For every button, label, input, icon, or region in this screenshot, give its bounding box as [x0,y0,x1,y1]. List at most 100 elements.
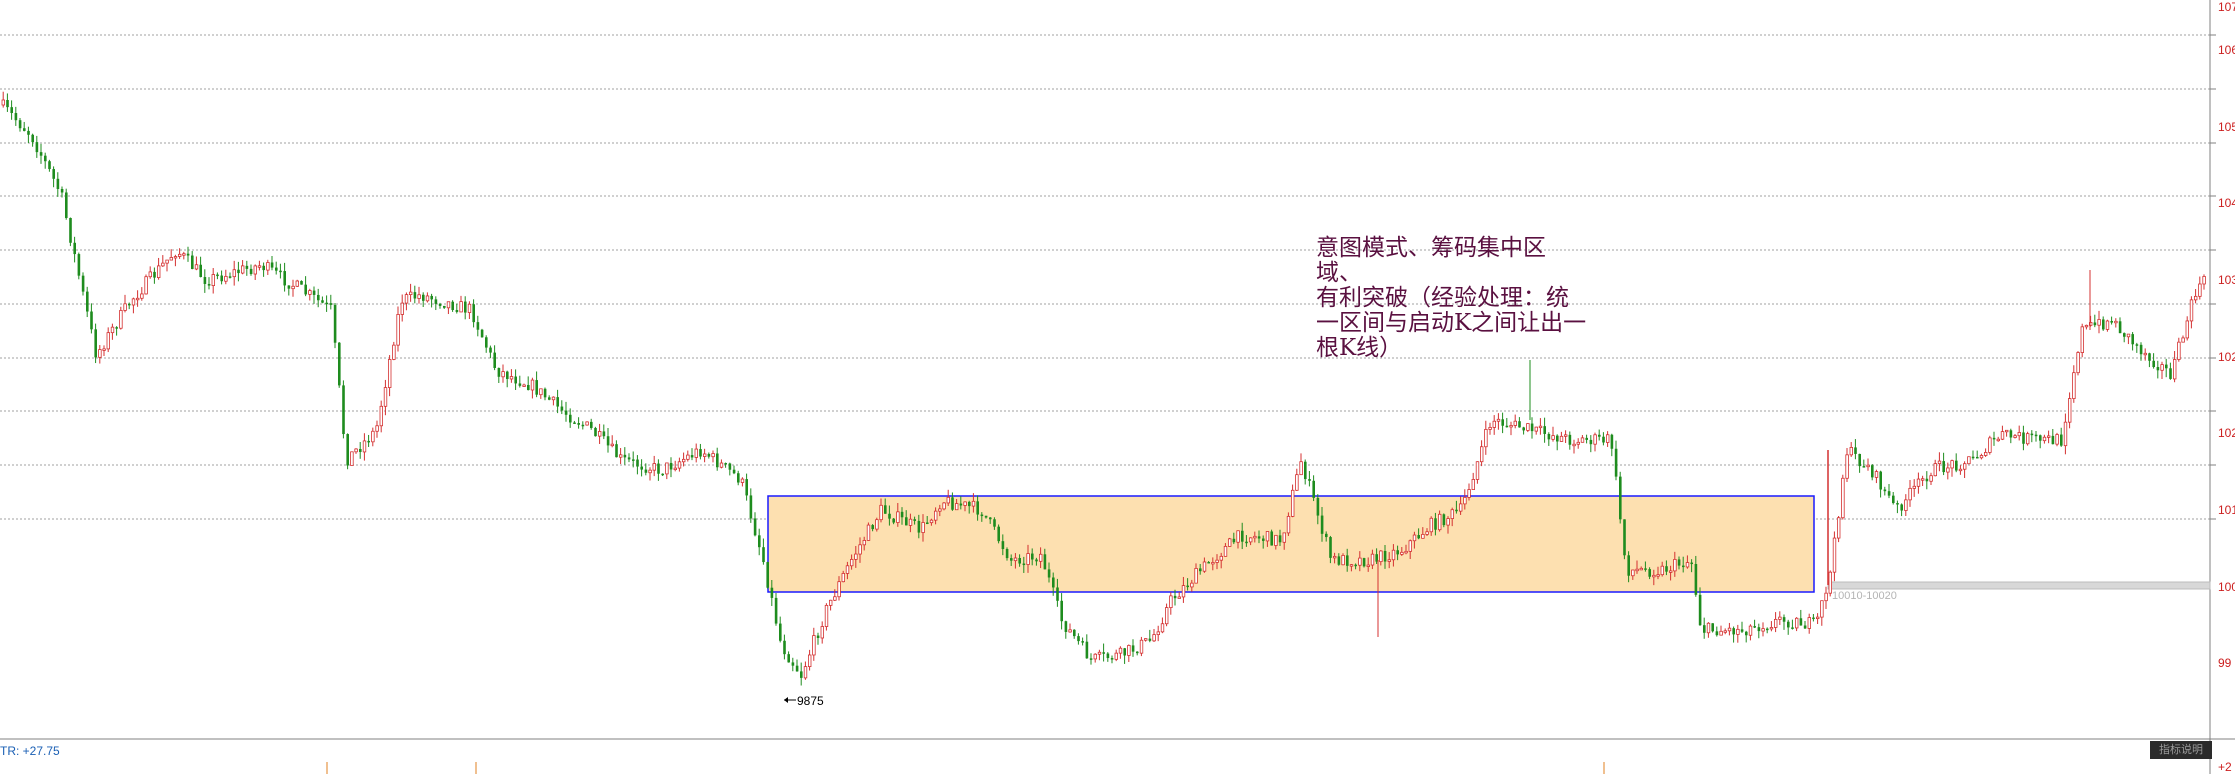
candle-body [1173,595,1177,599]
candle-body [1097,651,1102,655]
candle-body [2026,433,2030,445]
candle-body [1509,425,1513,428]
candle-body [2005,429,2009,433]
candle-body [590,421,593,428]
candle-body [1056,587,1059,601]
candle-body [1795,617,1799,629]
candle-body [1391,549,1396,561]
candle-body [140,293,144,299]
candle-body [161,262,165,267]
candle-body [2198,283,2202,297]
candle-body [270,262,274,268]
candle-body [791,662,795,666]
candle-body [2156,367,2160,371]
candle-body [2034,434,2038,437]
candle-body [177,253,182,257]
candle-body [2118,321,2122,334]
candle-body [346,434,349,466]
candle-body [795,665,799,672]
candle-body [194,264,199,270]
candle-body [1883,489,1887,492]
candle-body [1955,460,1958,471]
candle-body [387,359,392,388]
candle-body [758,535,761,548]
candle-body [1732,628,1735,635]
candle-body [623,454,627,458]
y-sub-tick-label: +2 [2218,760,2232,774]
candle-body [249,268,253,275]
candle-body [577,423,580,425]
candle-body [1165,607,1169,625]
candle-body [1236,530,1240,543]
candle-body [2123,333,2126,337]
candle-body [148,271,152,278]
candle-body [135,297,140,301]
candle-body [404,294,409,304]
candle-body [1404,550,1408,554]
candle-body [144,276,148,295]
candle-body [803,666,808,679]
candle-body [1362,558,1366,567]
candle-body [594,427,597,437]
candle-body [1656,574,1660,577]
candle-body [1807,617,1811,629]
candle-body [1610,434,1614,449]
candle-body [48,161,51,170]
candle-body [1589,439,1593,445]
candle-body [993,519,996,527]
candle-body [749,495,753,519]
candle-body [1346,555,1349,566]
candle-body [719,462,724,468]
candle-body [1753,626,1756,628]
candle-body [833,596,837,601]
candle-body [413,292,417,299]
indicator-help-button[interactable]: 指标说明 [2150,741,2212,759]
candle-body [211,274,215,286]
candle-body [636,459,639,467]
candle-body [1341,555,1345,566]
candle-body [480,329,484,338]
candle-body [1832,537,1837,573]
candle-body [304,284,307,295]
candle-body [182,253,186,256]
candle-body [556,397,559,407]
candle-body [396,314,400,346]
candle-body [325,302,328,305]
candle-body [2067,398,2072,423]
indicator-value-label: TR: +27.75 [0,744,60,758]
candle-body [1879,471,1882,490]
candle-body [1854,447,1857,454]
candle-body [191,255,194,269]
candle-body [1035,559,1038,562]
candle-body [2126,333,2131,338]
candle-body [73,242,76,255]
candle-body [1547,433,1551,440]
candle-body [1685,562,1690,568]
candle-body [23,128,26,131]
candle-body [1791,627,1794,629]
candle-body [766,562,769,588]
candle-body [1408,540,1412,552]
candle-body [1958,468,1963,472]
candle-body [1896,503,1899,505]
candle-body [367,440,370,443]
candle-body [1370,553,1375,566]
candle-body [1921,478,1925,481]
candle-body [716,453,719,468]
candle-body [2193,295,2198,301]
candle-body [1484,428,1488,448]
candle-body [165,259,169,264]
candle-body [408,291,413,295]
candle-body [1871,465,1874,478]
y-tick-label: 101 [2218,503,2235,517]
candle-body [1160,623,1165,633]
candle-body [52,169,55,179]
candle-body [1849,447,1853,456]
candle-body [417,294,421,299]
candle-body [153,271,156,278]
candle-body [131,298,136,306]
candle-body [779,623,782,641]
candle-body [1866,464,1870,468]
candle-body [2131,334,2134,345]
candle-body [1022,563,1026,566]
